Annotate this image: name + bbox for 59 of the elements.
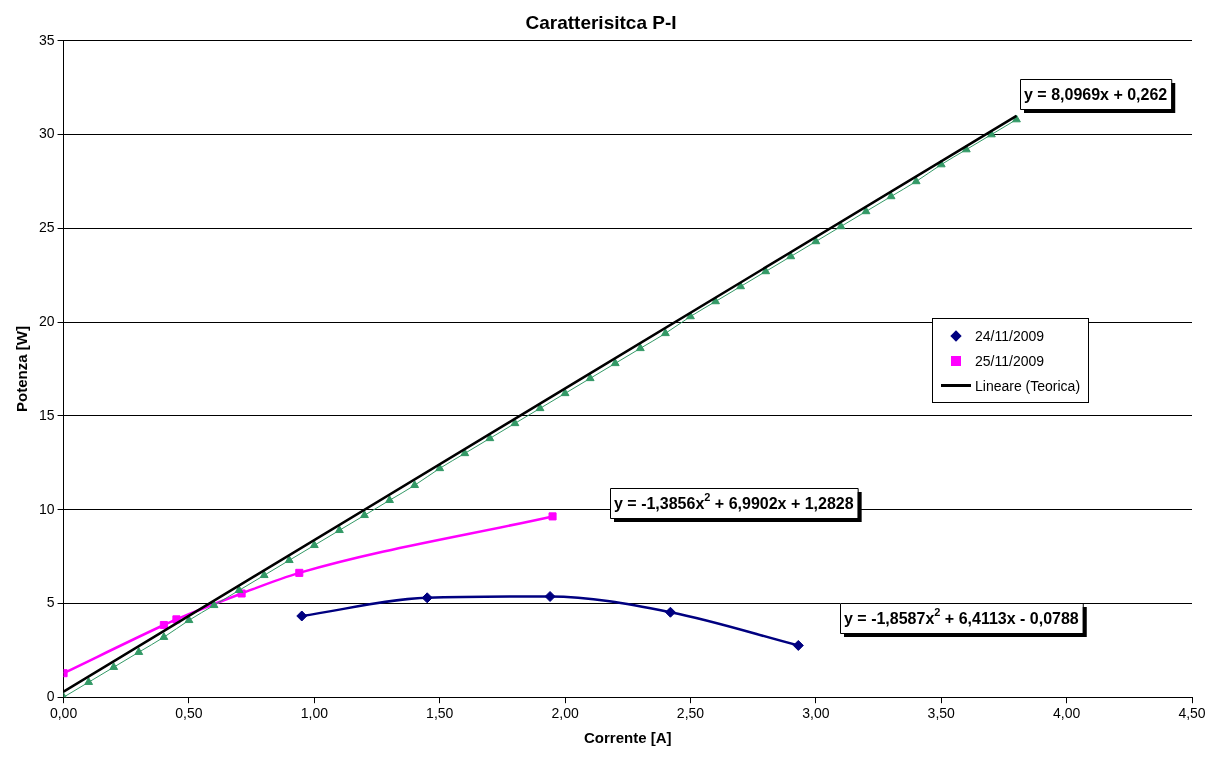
legend-label: Lineare (Teorica) [975, 377, 1081, 394]
x-tick-label: 4,00 [1052, 705, 1081, 722]
point [134, 647, 144, 655]
y-tick-label: 0 [46, 688, 55, 705]
point [335, 525, 344, 534]
x-tick-label: 3,50 [927, 705, 956, 722]
point [284, 555, 294, 564]
x-tick-label: 1,50 [426, 705, 454, 722]
point [184, 615, 194, 624]
point [385, 495, 394, 504]
point [234, 585, 244, 594]
y-tick-label: 10 [38, 500, 55, 517]
x-axis-title: Corrente [A] [584, 729, 672, 747]
point [548, 512, 557, 521]
point [610, 358, 620, 367]
point [585, 373, 595, 382]
point [421, 592, 433, 604]
point [109, 662, 119, 670]
point [360, 510, 369, 519]
point [535, 403, 545, 412]
point [560, 388, 570, 397]
point [159, 632, 169, 640]
legend-label: 24/11/2009 [975, 327, 1045, 344]
point [911, 176, 921, 185]
point [664, 606, 676, 618]
y-tick-label: 5 [46, 594, 55, 611]
point [635, 343, 645, 352]
x-tick-label: 4,50 [1178, 705, 1206, 722]
y-tick-label: 20 [38, 312, 55, 329]
y-tick-label: 30 [38, 125, 55, 142]
point [661, 328, 670, 337]
point [544, 590, 556, 602]
point [861, 206, 871, 215]
point [259, 570, 269, 579]
x-tick-label: 2,50 [676, 705, 705, 722]
x-tick-label: 0,00 [49, 705, 78, 722]
point [295, 568, 304, 577]
point [296, 610, 308, 622]
x-tick-label: 0,50 [175, 705, 203, 722]
x-tick-label: 1,00 [300, 705, 329, 722]
point [485, 433, 495, 442]
point [410, 480, 420, 489]
point [309, 540, 319, 549]
y-tick-label: 35 [38, 31, 55, 48]
x-tick-label: 3,00 [802, 705, 830, 722]
legend-label: 25/11/2009 [975, 352, 1045, 369]
y-tick-label: 15 [38, 406, 55, 423]
point [836, 221, 846, 230]
point [792, 639, 804, 651]
point [209, 600, 219, 609]
point [886, 191, 896, 200]
annotation: y = 8,0969x + 0,262 [1024, 86, 1168, 104]
chart-title: Caratterisitca P-I [525, 11, 677, 33]
y-axis-title: Potenza [W] [13, 326, 31, 412]
point [159, 620, 168, 630]
point [510, 418, 520, 427]
x-tick-label: 2,00 [551, 705, 579, 722]
y-tick-label: 25 [38, 219, 55, 236]
point [84, 677, 94, 685]
